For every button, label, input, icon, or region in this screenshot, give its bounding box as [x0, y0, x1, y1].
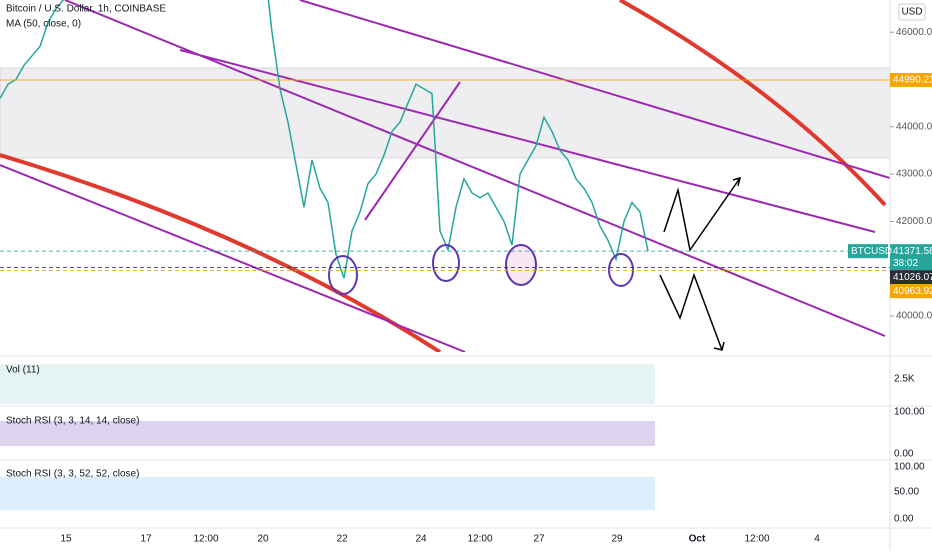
pane-title: Stoch RSI (3, 3, 52, 52, close) — [6, 469, 139, 480]
y-tick-label: 42000.00 — [896, 216, 932, 227]
currency-button[interactable] — [898, 3, 926, 21]
price-tag — [890, 270, 932, 285]
x-tick-label: 4 — [814, 534, 820, 545]
pane-title: Stoch RSI (3, 3, 14, 14, close) — [6, 416, 139, 427]
projection-arrow — [663, 177, 741, 252]
price-tag-label: 41026.07 — [893, 272, 932, 283]
pane-tick-label: 100.00 — [894, 407, 925, 418]
x-tick-label: 27 — [533, 534, 545, 545]
y-tick-label: 40000.00 — [896, 311, 932, 322]
price-tag — [890, 72, 932, 87]
range-zone — [0, 67, 890, 159]
trend-line — [0, 164, 466, 352]
y-tick-label: 44000.00 — [896, 121, 932, 132]
price-tag — [890, 284, 932, 299]
pane-tick-label: 2.5K — [894, 374, 915, 385]
projection-arrow — [659, 272, 723, 351]
drawings — [0, 0, 890, 352]
price-line — [0, 0, 649, 279]
volume-area — [0, 364, 655, 404]
circle-marker — [505, 244, 537, 286]
x-tick-label: 17 — [140, 534, 152, 545]
price-tag-label: 41371.58 — [893, 246, 932, 257]
arrow-head — [732, 176, 742, 187]
pane-title: Vol (11) — [6, 365, 40, 376]
rsi-band — [0, 421, 655, 446]
x-tick-label: 12:00 — [193, 534, 218, 545]
symbol-tag — [848, 244, 888, 259]
arrow-head — [713, 341, 725, 351]
trend-line — [64, 0, 886, 337]
x-tick-label: 12:00 — [744, 534, 769, 545]
circle-marker — [432, 244, 460, 282]
indicator-label: MA (50, close, 0) — [6, 19, 81, 30]
red-curve — [619, 0, 887, 207]
symbol-title: Bitcoin / U.S. Dollar, 1h, COINBASE — [6, 4, 166, 15]
trend-line — [299, 0, 890, 179]
rsi-band — [0, 477, 655, 510]
price-tag-label: 40963.92 — [893, 286, 932, 297]
x-tick-label: 24 — [415, 534, 427, 545]
x-tick-label: 12:00 — [467, 534, 492, 545]
trend-line — [364, 81, 461, 221]
price-tag — [890, 244, 932, 271]
x-tick-label: 29 — [611, 534, 623, 545]
price-tag-label: 44990.21 — [893, 75, 932, 86]
y-tick-label: 43000.00 — [896, 169, 932, 180]
price-axis: 46000.00 44000.00 43000.00 42000.00 40000.00 — [896, 27, 932, 322]
countdown: 38:02 — [893, 258, 918, 269]
price-line — [0, 0, 649, 279]
x-tick-label: Oct — [689, 534, 706, 545]
pane-tick-label: 100.00 — [894, 462, 925, 473]
pane-tick-label: 0.00 — [894, 514, 914, 525]
red-curve — [0, 153, 442, 352]
symbol-tag-label: BTCUSD — [851, 246, 892, 257]
circle-marker — [328, 255, 358, 295]
x-tick-label: 22 — [336, 534, 348, 545]
pane-tick-label: 50.00 — [894, 487, 919, 498]
pane-tick-label: 0.00 — [894, 449, 914, 460]
y-tick-label: 46000.00 — [896, 27, 932, 38]
x-tick-label: 20 — [257, 534, 269, 545]
x-tick-label: 15 — [60, 534, 72, 545]
currency-label[interactable]: USD — [901, 7, 922, 18]
